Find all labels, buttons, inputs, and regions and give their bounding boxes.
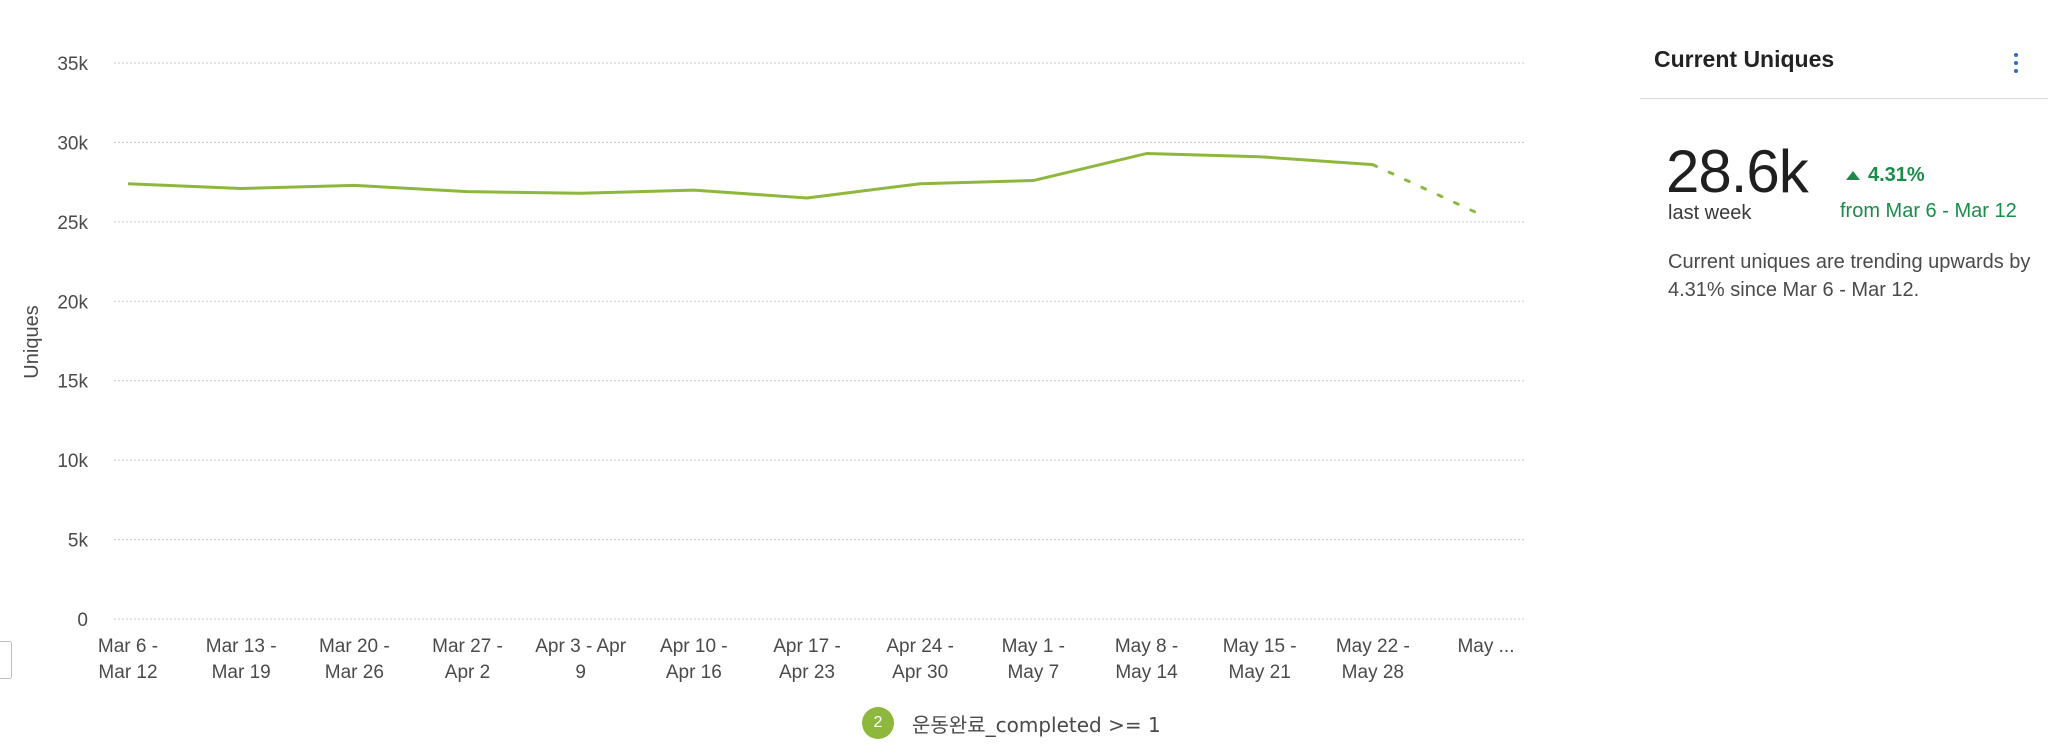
series-line[interactable]	[127, 152, 1488, 219]
y-axis-ticks: 35k 30k 25k 20k 15k 10k 5k 0	[57, 54, 88, 631]
kebab-dot	[2014, 53, 2018, 57]
kebab-dot	[2014, 69, 2018, 73]
more-options-icon[interactable]	[2004, 48, 2028, 78]
y-tick-label: 10k	[57, 451, 88, 472]
current-uniques-panel: Current Uniques 28.6k last week 4.31% fr…	[1640, 30, 2048, 754]
legend-series-label: 운동완료_completed >= 1	[912, 712, 1161, 737]
y-tick-label: 0	[77, 610, 88, 631]
chart-legend[interactable]: 2 운동완료_completed >= 1	[862, 706, 1161, 740]
line-chart: 35k 30k 25k 20k 15k 10k 5k 0 Mar 6 -Mar 12 Mar 1…	[21, 54, 1524, 683]
y-tick-label: 30k	[57, 133, 88, 154]
delta-badge: 4.31%	[1846, 164, 1925, 187]
y-tick-label: 20k	[57, 292, 88, 313]
series-line-partial[interactable]	[1371, 163, 1488, 219]
x-tick-label: Mar 13 -Mar 19	[206, 636, 277, 683]
x-tick-label: Apr 24 -Apr 30	[886, 636, 954, 683]
panel-title: Current Uniques	[1654, 46, 1835, 72]
delta-from: from Mar 6 - Mar 12	[1840, 200, 2017, 222]
grid-lines	[114, 62, 1524, 620]
left-edge-control[interactable]	[0, 641, 12, 679]
y-tick-label: 15k	[57, 372, 88, 393]
kebab-dot	[2014, 61, 2018, 65]
trend-description: Current uniques are trending upwards by …	[1668, 251, 2031, 301]
x-tick-label: Mar 27 -Apr 2	[432, 636, 503, 683]
x-tick-label: Mar 6 -Mar 12	[98, 636, 158, 683]
series-line-solid[interactable]	[127, 152, 1373, 200]
legend-series-badge: 2	[862, 707, 894, 739]
x-axis-ticks: Mar 6 -Mar 12 Mar 13 -Mar 19 Mar 20 -Mar 2…	[98, 636, 1515, 683]
x-tick-label: May ...	[1457, 636, 1514, 657]
y-tick-label: 25k	[57, 213, 88, 234]
panel-header: Current Uniques	[1640, 30, 2048, 99]
y-tick-label: 35k	[57, 54, 88, 75]
x-tick-label: Apr 10 -Apr 16	[660, 636, 728, 683]
metric-value: 28.6k	[1666, 138, 1809, 205]
x-tick-label: May 1 -May 7	[1002, 636, 1065, 683]
arrow-up-icon	[1846, 171, 1860, 180]
y-tick-label: 5k	[68, 531, 89, 552]
y-axis-label: Uniques	[21, 305, 43, 378]
x-tick-label: Apr 17 -Apr 23	[773, 636, 841, 683]
delta-value: 4.31%	[1868, 164, 1925, 186]
x-tick-label: May 8 -May 14	[1115, 636, 1178, 683]
x-tick-label: May 15 -May 21	[1223, 636, 1297, 683]
x-tick-label: May 22 -May 28	[1336, 636, 1410, 683]
metric-period: last week	[1668, 202, 1752, 224]
x-tick-label: Mar 20 -Mar 26	[319, 636, 390, 683]
x-tick-label: Apr 3 - Apr 9	[535, 636, 626, 683]
